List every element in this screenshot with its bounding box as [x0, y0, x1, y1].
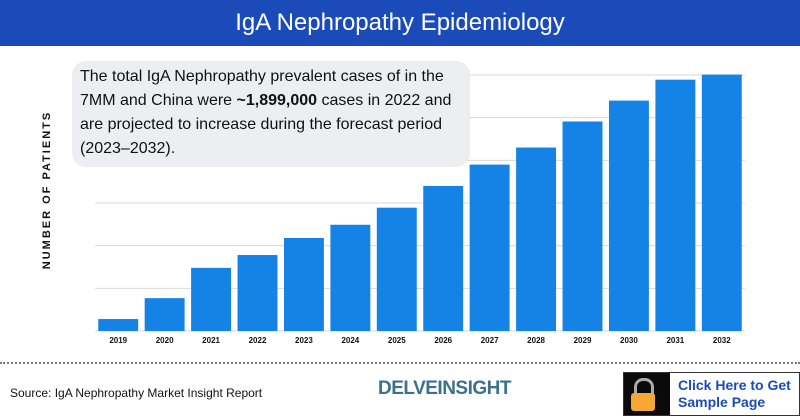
bar-2029 — [562, 121, 603, 331]
footer-divider — [0, 362, 800, 364]
bar-2030 — [608, 100, 649, 331]
x-tick-label: 2023 — [295, 336, 313, 345]
summary-callout: The total IgA Nephropathy prevalent case… — [72, 61, 470, 167]
x-tick-label: 2024 — [341, 336, 359, 345]
sample-page-button[interactable]: Click Here to Get Sample Page — [623, 372, 800, 416]
bar-2021 — [191, 267, 232, 331]
bar-2027 — [469, 164, 510, 331]
unlock-icon — [624, 373, 670, 415]
bar-2024 — [330, 224, 371, 331]
cta-line-1: Click Here to Get — [678, 377, 791, 393]
cta-line-2: Sample Page — [678, 394, 766, 410]
bar-2020 — [144, 298, 185, 331]
x-tick-label: 2028 — [527, 336, 545, 345]
x-tick-label: 2026 — [434, 336, 452, 345]
x-tick-label: 2031 — [666, 336, 684, 345]
logo-text: DELVEINSIGHT — [378, 378, 512, 399]
bar-2022 — [237, 255, 278, 331]
bar-2025 — [376, 207, 417, 331]
y-axis-label: NUMBER OF PATIENTS — [41, 110, 53, 270]
callout-text-post: cases in 2022 and are projected to incre… — [80, 92, 452, 157]
bar-chart: 2019 2020 2021 2022 2023 2024 2025 2026 2027 2028… — [95, 74, 745, 345]
bar-2032 — [701, 74, 742, 331]
callout-text-pre: The total IgA Nephropathy prevalent case… — [80, 68, 444, 109]
bar-2023 — [283, 237, 324, 331]
bar-2031 — [655, 79, 696, 332]
x-tick-label: 2029 — [574, 336, 592, 345]
x-tick-label: 2021 — [202, 336, 220, 345]
delveinsight-logo[interactable]: DELVEINSIGHT — [378, 378, 512, 400]
x-tick-label: 2022 — [249, 336, 267, 345]
x-tick-label: 2025 — [388, 336, 406, 345]
callout-highlight: ~1,899,000 — [236, 92, 318, 109]
bar-2019 — [98, 319, 139, 331]
x-tick-label: 2030 — [620, 336, 638, 345]
x-tick-label: 2019 — [109, 336, 127, 345]
x-tick-label: 2027 — [481, 336, 499, 345]
source-note: Source: IgA Nephropathy Market Insight R… — [10, 386, 263, 400]
page-title: IgA Nephropathy Epidemiology — [0, 0, 800, 46]
bar-2028 — [516, 147, 557, 331]
x-tick-label: 2032 — [713, 336, 731, 345]
x-tick-label: 2020 — [156, 336, 174, 345]
bar-2026 — [423, 185, 464, 331]
